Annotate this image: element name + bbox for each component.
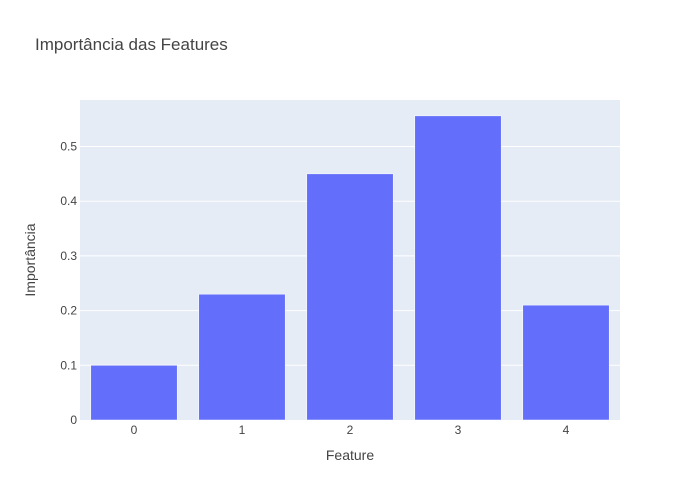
bar-2[interactable] [306,173,394,421]
chart-title: Importância das Features [35,35,228,54]
y-tick-label: 0.5 [60,139,77,153]
bar-0[interactable] [90,365,178,421]
y-axis-ticks: 0 0.1 0.2 0.3 0.4 0.5 [60,139,77,427]
bar-3[interactable] [414,115,502,421]
x-tick-label: 1 [239,423,246,437]
y-tick-label: 0.4 [60,194,77,208]
y-axis-title: Importância [22,223,38,296]
y-tick-label: 0.1 [60,358,77,372]
x-tick-label: 4 [563,423,570,437]
bar-4[interactable] [522,304,610,421]
y-tick-label: 0 [70,413,77,427]
bar-1[interactable] [198,293,286,421]
x-axis-ticks: 0 1 2 3 4 [131,423,570,437]
bars [90,115,610,421]
x-tick-label: 0 [131,423,138,437]
x-tick-label: 2 [347,423,354,437]
y-tick-label: 0.3 [60,249,77,263]
x-tick-label: 3 [455,423,462,437]
x-axis-title: Feature [326,447,374,463]
y-tick-label: 0.2 [60,304,77,318]
